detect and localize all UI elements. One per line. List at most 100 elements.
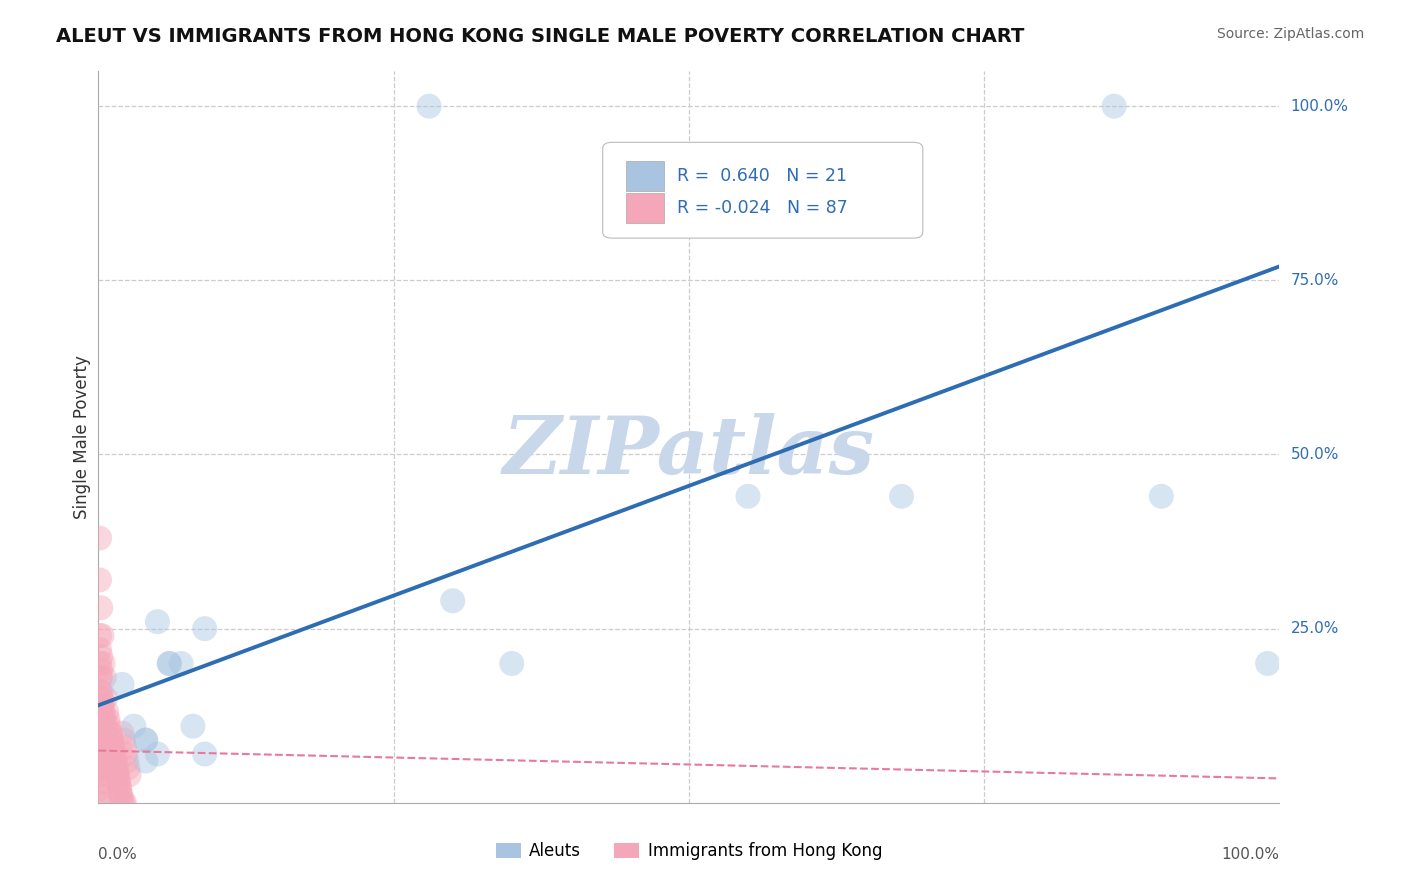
Point [112,740,135,755]
Point [94,754,117,768]
Y-axis label: Single Male Poverty: Single Male Poverty [73,355,91,519]
Point [146,747,169,761]
Point [441,594,464,608]
Point [104,754,127,768]
Point [108,781,131,796]
Point [89,781,111,796]
Point [157,657,180,671]
Point [91,698,114,713]
Point [194,622,217,636]
Text: 25.0%: 25.0% [1291,621,1339,636]
Point [1150,489,1173,503]
Point [93,747,115,761]
Point [91,712,114,726]
Bar [626,161,664,191]
Point [122,719,145,733]
Point [89,796,111,810]
Point [90,740,112,755]
Point [90,684,112,698]
Point [98,726,121,740]
Text: ZIPatlas: ZIPatlas [503,413,875,491]
Point [89,775,111,789]
Point [89,670,111,684]
Point [97,747,120,761]
Point [96,705,118,719]
Point [105,761,128,775]
Point [89,768,111,782]
Text: 50.0%: 50.0% [1291,447,1339,462]
Text: 75.0%: 75.0% [1291,273,1339,288]
Point [93,726,115,740]
Point [890,489,912,503]
Point [146,615,169,629]
Point [90,664,112,678]
Point [98,719,121,733]
Point [89,747,111,761]
Point [101,740,124,755]
Point [97,712,120,726]
Point [93,670,115,684]
Point [90,705,112,719]
Point [104,754,127,768]
Point [93,712,115,726]
Point [97,768,120,782]
Point [89,796,111,810]
Point [111,796,134,810]
Point [112,796,135,810]
Legend: Aleuts, Immigrants from Hong Kong: Aleuts, Immigrants from Hong Kong [496,842,882,860]
Point [501,657,523,671]
Text: R =  0.640   N = 21: R = 0.640 N = 21 [678,167,848,185]
Point [89,657,111,671]
Point [89,684,111,698]
Text: ALEUT VS IMMIGRANTS FROM HONG KONG SINGLE MALE POVERTY CORRELATION CHART: ALEUT VS IMMIGRANTS FROM HONG KONG SINGL… [56,27,1025,45]
Point [89,733,111,747]
Point [90,600,112,615]
Point [170,657,193,671]
Point [91,698,114,713]
Text: Source: ZipAtlas.com: Source: ZipAtlas.com [1216,27,1364,41]
Point [91,629,114,643]
Point [89,789,111,803]
Point [135,754,157,768]
Point [94,726,117,740]
Point [91,719,114,733]
Point [103,747,125,761]
Point [94,733,117,747]
Point [91,657,114,671]
Point [194,747,217,761]
Text: R = -0.024   N = 87: R = -0.024 N = 87 [678,199,848,217]
Point [90,670,112,684]
Point [90,691,112,706]
Point [737,489,759,503]
Point [98,761,121,775]
Point [105,768,128,782]
Text: 100.0%: 100.0% [1222,847,1279,862]
Point [96,740,118,755]
Point [111,726,134,740]
Point [98,754,121,768]
Point [91,705,114,719]
Point [89,754,111,768]
Point [112,796,135,810]
Point [91,691,114,706]
Point [94,691,117,706]
Point [1257,657,1279,671]
Point [105,761,128,775]
Point [1102,99,1125,113]
Point [107,775,129,789]
Point [117,761,139,775]
Point [118,768,141,782]
Point [89,629,111,643]
Point [89,698,111,713]
Point [108,781,131,796]
Point [135,733,157,747]
Bar [626,193,664,224]
FancyBboxPatch shape [603,143,922,238]
Point [110,789,132,803]
Text: 0.0%: 0.0% [98,847,138,862]
Text: 100.0%: 100.0% [1291,99,1348,113]
Point [89,531,111,545]
Point [89,573,111,587]
Point [100,733,122,747]
Point [114,747,136,761]
